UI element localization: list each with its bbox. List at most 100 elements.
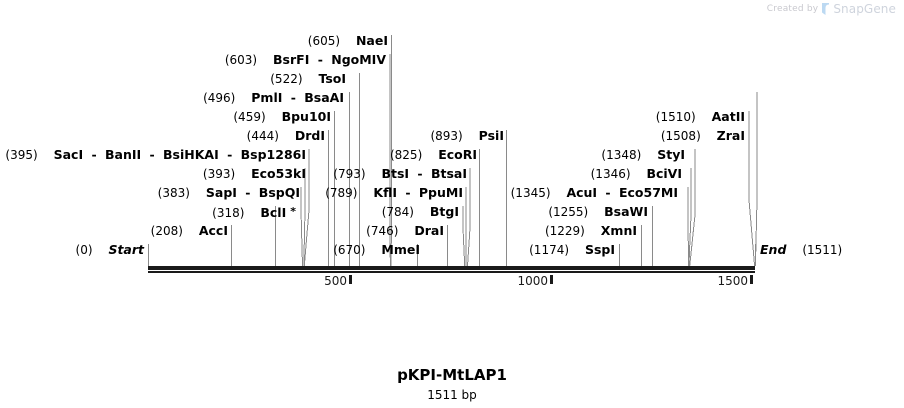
start-label: Start (108, 242, 144, 257)
site-label-746: (746) DraI (366, 224, 444, 239)
enzyme-name: BsrFI (273, 52, 310, 67)
site-position: (1346) (590, 167, 631, 181)
enzyme-name: KflI (373, 185, 398, 200)
site-position: (1255) (548, 205, 589, 219)
enzyme-name: ZraI (716, 128, 745, 143)
plasmid-title-block: pKPI-MtLAP1 1511 bp (0, 366, 904, 402)
site-label-522: (522) TsoI (270, 71, 346, 87)
ruler-tick-500 (349, 275, 352, 284)
enzyme-name: PsiI (478, 128, 504, 143)
plasmid-name: pKPI-MtLAP1 (397, 366, 507, 384)
site-label-1345: (1345) AcuI - Eco57MI (510, 185, 678, 201)
site-label-459: (459) Bpu10I (233, 109, 331, 125)
enzyme-name: BtsaI (430, 166, 467, 181)
plasmid-length: 1511 bp (427, 388, 477, 402)
site-position: (793) (333, 167, 366, 181)
site-position: (789) (325, 186, 358, 200)
site-label-784: (784) BtgI (381, 205, 459, 220)
site-position: (1348) (601, 148, 642, 162)
site-label-444: (444) DrdI (246, 128, 325, 144)
enzyme-name: Eco53kI (251, 166, 306, 181)
site-position: (825) (389, 148, 423, 162)
site-label-893: (893) PsiI (430, 128, 504, 144)
enzyme-name: BclI (260, 205, 287, 220)
site-position: (893) (430, 129, 463, 143)
enzyme-name: XmnI (600, 223, 637, 238)
site-label-605: (605) NaeI (307, 33, 388, 49)
site-label-603: (603) BsrFI - NgoMIV (224, 52, 386, 68)
star-marker-icon: * (290, 205, 296, 218)
site-label-670: (670) MmeI (333, 242, 420, 258)
site-label-1255: (1255) BsaWI (548, 205, 648, 220)
site-label-1508: (1508) ZraI (660, 128, 745, 144)
site-position: (318) (212, 206, 245, 220)
site-position: (383) (157, 186, 190, 200)
end-position: (1511) (802, 243, 843, 257)
enzyme-name: BtsI (381, 166, 410, 181)
site-position: (1345) (510, 186, 551, 200)
snapgene-flag-icon (822, 3, 830, 15)
enzyme-name: Eco57MI (618, 185, 678, 200)
enzyme-name: BciVI (646, 166, 682, 181)
enzyme-name: SspI (584, 242, 615, 257)
enzyme-name: NgoMIV (331, 52, 386, 67)
enzyme-name: NaeI (355, 33, 388, 48)
enzyme-name: PmlI (251, 90, 283, 105)
site-label-318: (318) BclI * (212, 205, 296, 220)
site-label-1510: (1510) AatII (655, 109, 745, 125)
site-position: (393) (202, 167, 236, 181)
ruler-tick-label-500: 500 (324, 274, 347, 288)
site-position: (1229) (544, 224, 585, 238)
site-position: (522) (270, 72, 303, 86)
site-position: (496) (203, 91, 236, 105)
enzyme-name: AatII (711, 109, 745, 124)
enzyme-name: StyI (657, 147, 685, 162)
site-label-395: (395) SacI - BanII - BsiHKAI - Bsp1286I (5, 147, 306, 163)
site-position: (784) (381, 205, 414, 219)
site-position: (603) (224, 53, 258, 67)
site-label-208: (208) AccI (150, 223, 228, 239)
enzyme-name: SapI (205, 185, 237, 200)
start-position: (0) (75, 243, 93, 257)
site-label-825: (825) EcoRI (389, 147, 477, 163)
enzyme-name: AcuI (566, 185, 598, 200)
site-label-1348: (1348) StyI (601, 147, 685, 163)
site-position: (746) (366, 224, 399, 238)
site-position: (208) (150, 224, 183, 238)
site-label-383: (383) SapI - BspQI (157, 185, 300, 201)
enzyme-name: BsaAI (304, 90, 344, 105)
enzyme-name: EcoRI (438, 147, 477, 162)
watermark-brand: SnapGene (833, 2, 896, 16)
enzyme-name: AccI (198, 223, 228, 238)
enzyme-name: DrdI (294, 128, 325, 143)
enzyme-name: TsoI (318, 71, 346, 86)
site-label-793: (793) BtsI - BtsaI (333, 166, 467, 182)
site-position: (395) (5, 148, 38, 162)
watermark-prefix: Created by (766, 4, 819, 14)
site-position: (1510) (655, 110, 696, 124)
snapgene-watermark: Created by SnapGene (767, 2, 896, 16)
site-position: (670) (333, 243, 366, 257)
site-position: (1508) (660, 129, 701, 143)
start-marker-label: (0) Start (75, 242, 144, 258)
ruler-tick-1500 (750, 275, 753, 284)
sequence-ruler-inner-line (148, 269, 755, 271)
end-label: End (760, 242, 787, 257)
site-position: (444) (246, 129, 279, 143)
ruler-tick-label-1000: 1000 (517, 274, 548, 288)
enzyme-name: Bsp1286I (240, 147, 306, 162)
site-position: (459) (233, 110, 266, 124)
enzyme-name: PpuMI (418, 185, 463, 200)
enzyme-name: BspQI (258, 185, 300, 200)
site-label-496: (496) PmlI - BsaAI (203, 90, 344, 106)
enzyme-name: BanII (104, 147, 142, 162)
site-position: (605) (307, 34, 341, 48)
enzyme-name: Bpu10I (281, 109, 331, 124)
site-label-789: (789) KflI - PpuMI (325, 185, 463, 201)
end-marker-label: End (1511) (760, 242, 843, 258)
enzyme-name: SacI (53, 147, 84, 162)
site-label-1229: (1229) XmnI (544, 223, 637, 239)
site-label-1174: (1174) SspI (529, 242, 615, 258)
enzyme-name: MmeI (381, 242, 420, 257)
